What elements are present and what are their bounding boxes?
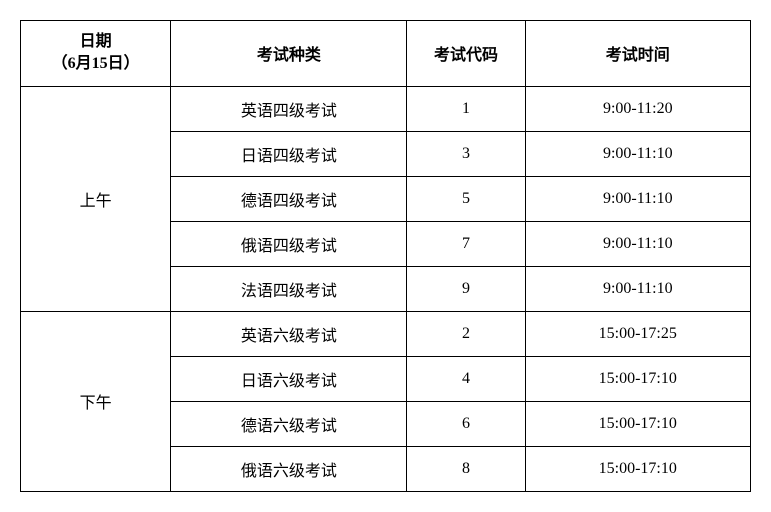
exam-type: 日语六级考试 xyxy=(171,356,407,401)
header-type: 考试种类 xyxy=(171,21,407,87)
header-date-line2: （6月15日） xyxy=(29,53,162,75)
exam-type: 日语四级考试 xyxy=(171,131,407,176)
exam-time: 15:00-17:10 xyxy=(525,401,750,446)
exam-code: 6 xyxy=(407,401,525,446)
exam-schedule-table: 日期 （6月15日） 考试种类 考试代码 考试时间 上午 英语四级考试 1 9:… xyxy=(20,20,751,492)
exam-time: 9:00-11:10 xyxy=(525,131,750,176)
session-afternoon-label: 下午 xyxy=(21,311,171,491)
exam-time: 15:00-17:10 xyxy=(525,446,750,491)
exam-type: 德语四级考试 xyxy=(171,176,407,221)
exam-type: 德语六级考试 xyxy=(171,401,407,446)
exam-code: 5 xyxy=(407,176,525,221)
exam-code: 7 xyxy=(407,221,525,266)
exam-type: 英语六级考试 xyxy=(171,311,407,356)
header-row: 日期 （6月15日） 考试种类 考试代码 考试时间 xyxy=(21,21,751,87)
exam-time: 9:00-11:10 xyxy=(525,176,750,221)
exam-type: 俄语四级考试 xyxy=(171,221,407,266)
table-row: 下午 英语六级考试 2 15:00-17:25 xyxy=(21,311,751,356)
exam-code: 2 xyxy=(407,311,525,356)
header-date-line1: 日期 xyxy=(29,31,162,53)
exam-type: 俄语六级考试 xyxy=(171,446,407,491)
header-code: 考试代码 xyxy=(407,21,525,87)
exam-time: 15:00-17:25 xyxy=(525,311,750,356)
exam-time: 15:00-17:10 xyxy=(525,356,750,401)
exam-code: 4 xyxy=(407,356,525,401)
exam-type: 英语四级考试 xyxy=(171,86,407,131)
session-morning-label: 上午 xyxy=(21,86,171,311)
exam-code: 9 xyxy=(407,266,525,311)
exam-time: 9:00-11:10 xyxy=(525,221,750,266)
exam-time: 9:00-11:10 xyxy=(525,266,750,311)
exam-type: 法语四级考试 xyxy=(171,266,407,311)
exam-code: 3 xyxy=(407,131,525,176)
exam-code: 1 xyxy=(407,86,525,131)
exam-code: 8 xyxy=(407,446,525,491)
header-time: 考试时间 xyxy=(525,21,750,87)
exam-time: 9:00-11:20 xyxy=(525,86,750,131)
table-row: 上午 英语四级考试 1 9:00-11:20 xyxy=(21,86,751,131)
header-date: 日期 （6月15日） xyxy=(21,21,171,87)
